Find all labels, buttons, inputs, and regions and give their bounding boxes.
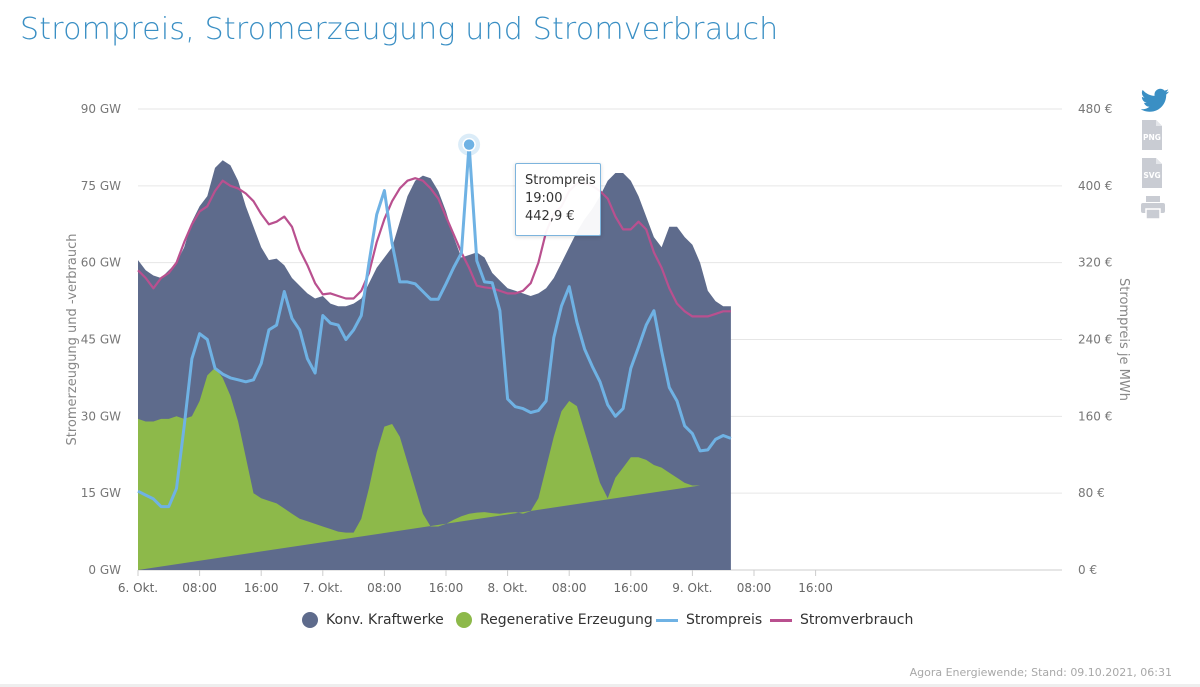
x-tick-label: 08:00	[182, 581, 217, 595]
x-tick-label: 16:00	[614, 581, 649, 595]
bottom-divider	[0, 684, 1200, 687]
y-tick-right: 160 €	[1078, 409, 1112, 423]
y-axis-title-left: Stromerzeugung und -verbrauch	[65, 234, 80, 446]
x-tick-label: 16:00	[798, 581, 833, 595]
legend-item-regen[interactable]: Regenerative Erzeugung	[456, 612, 653, 628]
legend-swatch-verbrauch	[770, 618, 792, 622]
y-tick-left: 75 GW	[81, 179, 121, 193]
y-tick-left: 30 GW	[81, 409, 121, 423]
y-tick-left: 15 GW	[81, 486, 121, 500]
legend-item-konv[interactable]: Konv. Kraftwerke	[302, 612, 444, 628]
tooltip: Strompreis 19:00 442,9 €	[515, 163, 601, 236]
tooltip-label: Strompreis	[525, 173, 596, 188]
page-title: Strompreis, Stromerzeugung und Stromverb…	[20, 12, 779, 47]
y-tick-right: 80 €	[1078, 486, 1105, 500]
y-tick-left: 90 GW	[81, 102, 121, 116]
x-tick-label: 16:00	[429, 581, 464, 595]
x-tick-label: 08:00	[552, 581, 587, 595]
x-tick-label: 7. Okt.	[303, 581, 343, 595]
x-tick-label: 8. Okt.	[488, 581, 528, 595]
highlight-point	[462, 137, 476, 152]
y-tick-right: 400 €	[1078, 179, 1112, 193]
y-axis-title-right: Strompreis je MWh	[1116, 278, 1131, 401]
svg-icon-label: SVG	[1143, 171, 1160, 180]
legend-label-verbrauch: Stromverbrauch	[800, 612, 914, 628]
line-strompreis	[137, 143, 732, 509]
legend: Konv. Kraftwerke Regenerative Erzeugung …	[0, 612, 1200, 642]
x-tick-label: 16:00	[244, 581, 279, 595]
legend-label-preis: Strompreis	[686, 612, 763, 628]
export-toolbar: PNG SVG	[1140, 88, 1174, 228]
legend-swatch-preis	[656, 618, 678, 622]
line-stromverbrauch	[137, 177, 731, 318]
legend-label-konv: Konv. Kraftwerke	[326, 612, 444, 628]
y-tick-left: 0 GW	[88, 563, 121, 577]
legend-label-regen: Regenerative Erzeugung	[480, 612, 653, 628]
legend-swatch-konv	[302, 612, 318, 628]
print-icon[interactable]	[1140, 196, 1166, 220]
png-export-icon[interactable]: PNG	[1140, 120, 1164, 150]
y-tick-left: 60 GW	[81, 256, 121, 270]
area-regenerative-erzeugung	[138, 367, 701, 570]
y-tick-right: 0 €	[1078, 563, 1097, 577]
tooltip-time: 19:00	[525, 191, 563, 206]
twitter-icon[interactable]	[1140, 88, 1170, 112]
png-icon-label: PNG	[1143, 133, 1161, 142]
source-footer: Agora Energiewende; Stand: 09.10.2021, 0…	[909, 666, 1172, 679]
x-tick-label: 08:00	[367, 581, 402, 595]
legend-swatch-regen	[456, 612, 472, 628]
tooltip-value: 442,9 €	[525, 209, 575, 224]
x-tick-label: 08:00	[737, 581, 772, 595]
legend-item-verbrauch[interactable]: Stromverbrauch	[770, 612, 913, 628]
y-tick-right: 320 €	[1078, 256, 1112, 270]
y-tick-right: 240 €	[1078, 333, 1112, 347]
x-tick-label: 9. Okt.	[672, 581, 712, 595]
y-tick-right: 480 €	[1078, 102, 1112, 116]
legend-item-preis[interactable]: Strompreis	[656, 612, 762, 628]
svg-export-icon[interactable]: SVG	[1140, 158, 1164, 188]
y-tick-left: 45 GW	[81, 333, 121, 347]
x-tick-label: 6. Okt.	[118, 581, 158, 595]
